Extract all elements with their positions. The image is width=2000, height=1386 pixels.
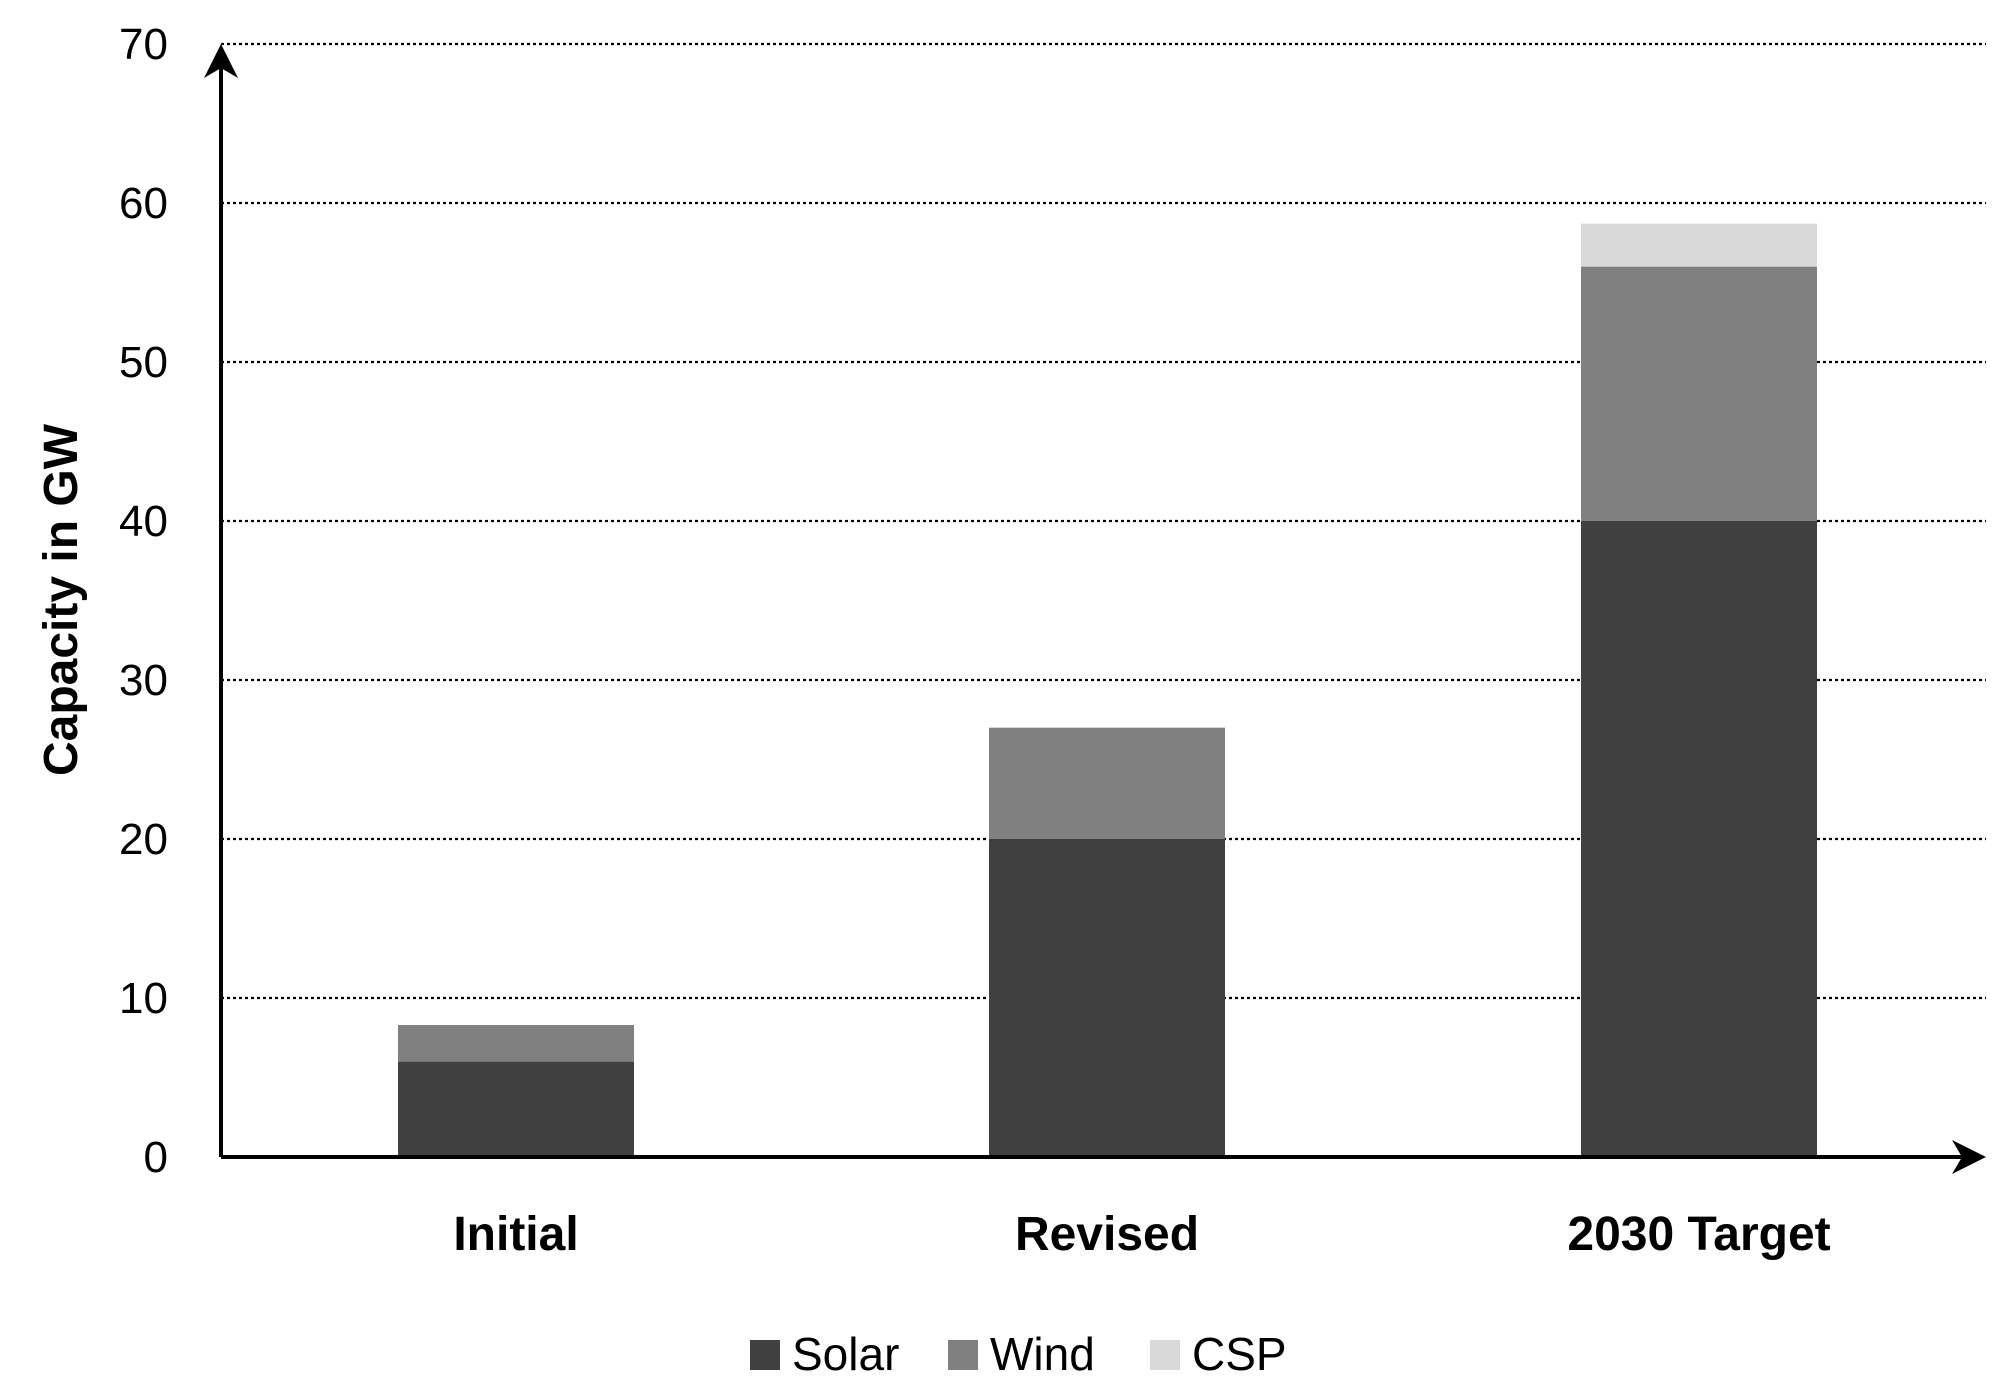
y-tick-label: 0 bbox=[144, 1133, 168, 1182]
bar-csp-2 bbox=[1581, 223, 1817, 267]
y-tick-label: 60 bbox=[119, 179, 168, 228]
category-label: Initial bbox=[453, 1208, 578, 1261]
y-axis-arrowhead bbox=[204, 44, 238, 78]
y-tick-label: 30 bbox=[119, 656, 168, 705]
category-label: 2030 Target bbox=[1567, 1208, 1830, 1261]
y-tick-label: 50 bbox=[119, 338, 168, 387]
legend-label: Solar bbox=[792, 1328, 899, 1380]
legend: Solar Wind CSP bbox=[750, 1328, 1287, 1380]
category-label: Revised bbox=[1015, 1208, 1199, 1261]
y-tick-labels: 0 10 20 30 40 50 60 70 bbox=[119, 20, 168, 1182]
bar-wind-2 bbox=[1581, 266, 1817, 521]
x-axis-arrowhead bbox=[1952, 1140, 1986, 1174]
bar-solar-2 bbox=[1581, 521, 1817, 1157]
gridlines bbox=[221, 42, 1986, 1000]
bar-solar-0 bbox=[398, 1061, 634, 1157]
legend-label: Wind bbox=[990, 1328, 1095, 1380]
axes bbox=[204, 44, 1986, 1174]
y-tick-label: 20 bbox=[119, 815, 168, 864]
bar-wind-1 bbox=[989, 727, 1225, 839]
legend-swatch-wind bbox=[948, 1340, 978, 1370]
category-labels: Initial Revised 2030 Target bbox=[453, 1208, 1830, 1261]
y-tick-label: 70 bbox=[119, 20, 168, 69]
legend-swatch-csp bbox=[1150, 1340, 1180, 1370]
bar-solar-1 bbox=[989, 839, 1225, 1157]
bars bbox=[398, 223, 1817, 1157]
y-tick-label: 40 bbox=[119, 497, 168, 546]
legend-label: CSP bbox=[1192, 1328, 1287, 1380]
legend-swatch-solar bbox=[750, 1340, 780, 1370]
bar-wind-0 bbox=[398, 1025, 634, 1062]
y-tick-label: 10 bbox=[119, 974, 168, 1023]
y-axis-title: Capacity in GW bbox=[35, 423, 88, 776]
